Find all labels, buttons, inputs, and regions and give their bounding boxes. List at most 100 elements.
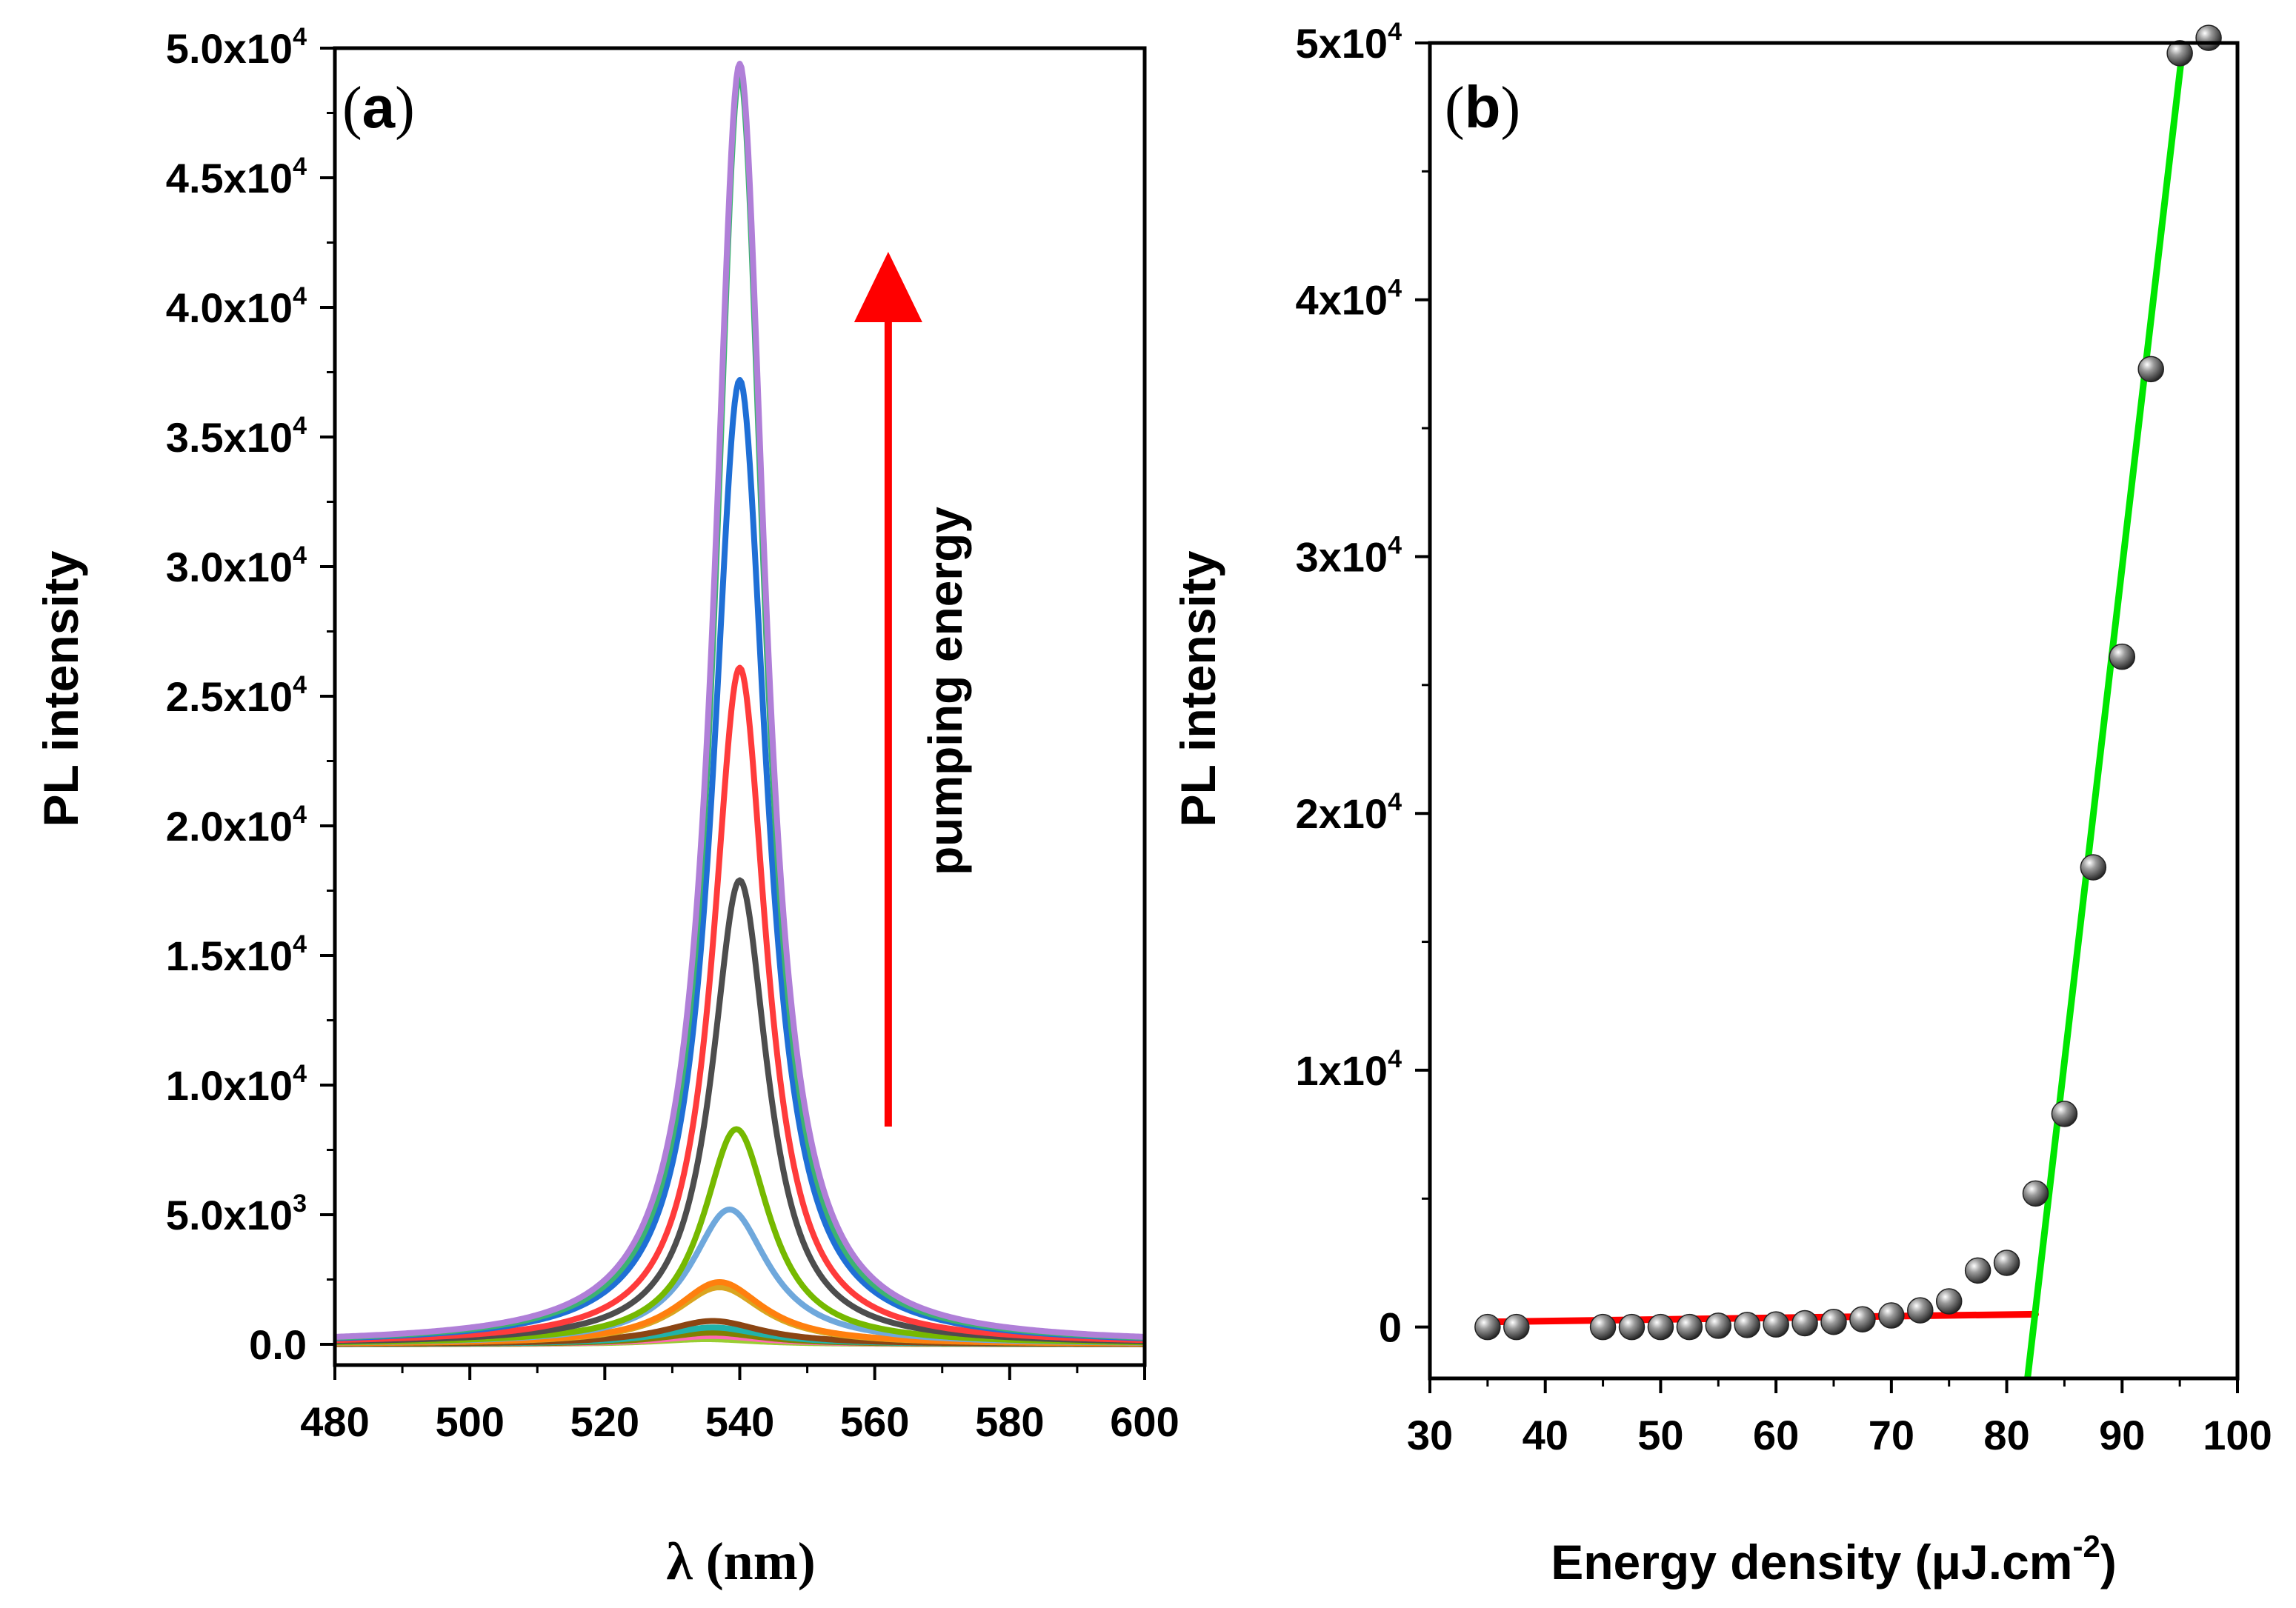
panel-a-y-tick-label: 5.0x104 bbox=[166, 23, 307, 72]
data-point bbox=[1474, 1313, 1501, 1341]
panel-a-y-tick-label: 3.5x104 bbox=[166, 412, 307, 461]
panel-a-x-ticks: 480 500 520 540 560 580 600 bbox=[300, 1365, 1179, 1445]
panel-a-y-tick-label-exponent: 4 bbox=[293, 801, 307, 829]
panel-b-x-ticks: 30 40 50 60 70 80 90 100 bbox=[1407, 1378, 2272, 1458]
panel-a-y-tick-label: 1.0x104 bbox=[166, 1060, 307, 1109]
panel-a-y-tick-label: 5.0x103 bbox=[166, 1190, 307, 1238]
panel-a-label: (a) bbox=[342, 74, 415, 141]
panel-b-y-tick-label-exponent: 4 bbox=[1388, 275, 1402, 303]
panel-a-y-tick-label: 4.5x104 bbox=[166, 153, 307, 201]
panel-b-x-tick-label: 40 bbox=[1523, 1412, 1568, 1458]
panel-b-y-tick-label: 4x104 bbox=[1296, 275, 1402, 324]
data-point bbox=[2022, 1180, 2049, 1207]
panel-b-x-tick-label: 50 bbox=[1637, 1412, 1683, 1458]
data-point bbox=[1734, 1312, 1760, 1338]
panel-b-x-axis-title-main: Energy density (μJ.cm bbox=[1551, 1535, 2072, 1589]
panel-b-y-tick-label: 5x104 bbox=[1296, 18, 1402, 67]
panel-b-y-tick-label-mantissa: 5x10 bbox=[1296, 20, 1388, 67]
panel-b-label: (b) bbox=[1445, 74, 1520, 141]
panel-a-x-tick-label: 480 bbox=[300, 1398, 369, 1445]
panel-a-plot-frame bbox=[333, 46, 1147, 1367]
panel-b-x-tick-label: 70 bbox=[1869, 1412, 1914, 1458]
panel-a-y-tick-label-exponent: 3 bbox=[293, 1190, 307, 1218]
panel-b-y-tick-label: 0 bbox=[1379, 1304, 1402, 1351]
panel-b-x-axis-title-close: ) bbox=[2100, 1535, 2117, 1589]
panel-a-y-tick-label-exponent: 4 bbox=[293, 930, 307, 958]
data-point bbox=[1705, 1312, 1732, 1339]
data-point bbox=[2109, 643, 2136, 670]
panel-a-y-tick-label-mantissa: 5.0x10 bbox=[166, 1192, 293, 1238]
panel-b-y-tick-label-exponent: 4 bbox=[1388, 531, 1402, 559]
panel-b-points-group bbox=[1474, 24, 2222, 1341]
data-point bbox=[1964, 1257, 1991, 1284]
panel-a-y-tick-label: 2.5x104 bbox=[166, 671, 307, 720]
panel-a-y-tick-label-mantissa: 1.5x10 bbox=[166, 933, 293, 979]
data-point bbox=[1878, 1302, 1905, 1329]
panel-a-y-tick-label-mantissa: 1.0x10 bbox=[166, 1062, 293, 1109]
panel-b-y-tick-label: 3x104 bbox=[1296, 531, 1402, 580]
panel-a-series-group bbox=[335, 61, 1145, 1347]
data-point bbox=[1993, 1250, 2020, 1276]
spectrum-line-s10 bbox=[335, 877, 1145, 1344]
panel-a-x-axis-title: λ (nm) bbox=[666, 1532, 815, 1591]
panel-a-y-tick-label-mantissa: 3.5x10 bbox=[166, 414, 293, 461]
panel-a-x-tick-label: 500 bbox=[435, 1398, 504, 1445]
pumping-energy-arrow-head bbox=[853, 252, 922, 322]
panel-b-x-tick-label: 80 bbox=[1983, 1412, 2029, 1458]
pumping-energy-label: pumping energy bbox=[919, 507, 972, 875]
panel-b-x-tick-label: 30 bbox=[1407, 1412, 1453, 1458]
panel-a-x-tick-label: 560 bbox=[840, 1398, 909, 1445]
panel-a-x-tick-label: 540 bbox=[705, 1398, 774, 1445]
panel-b-x-axis-title-sup: -2 bbox=[2072, 1529, 2100, 1564]
data-point bbox=[1763, 1311, 1789, 1338]
spectrum-line-s11 bbox=[335, 664, 1145, 1344]
panel-a-y-tick-label: 0.0 bbox=[249, 1321, 307, 1368]
data-point bbox=[2051, 1101, 2078, 1127]
panel-a-y-tick-label-mantissa: 5.0x10 bbox=[166, 25, 293, 72]
panel-a-y-axis-title: PL intensity bbox=[33, 550, 88, 827]
panel-b-x-axis-title: Energy density (μJ.cm-2) bbox=[1551, 1529, 2117, 1589]
panel-b-y-tick-label-exponent: 4 bbox=[1388, 788, 1402, 816]
panel-b-y-tick-label-exponent: 4 bbox=[1388, 18, 1402, 46]
panel-b-plot-frame bbox=[1428, 41, 2240, 1381]
panel-a-y-tick-label-mantissa: 2.0x10 bbox=[166, 803, 293, 850]
panel-a-y-tick-label-exponent: 4 bbox=[293, 1060, 307, 1088]
spectrum-line-s14 bbox=[335, 61, 1145, 1340]
panel-b-x-tick-label: 90 bbox=[2099, 1412, 2145, 1458]
spectrum-line-s12 bbox=[335, 377, 1145, 1341]
panel-a-y-tick-label-mantissa: 4.0x10 bbox=[166, 284, 293, 331]
data-point bbox=[1935, 1288, 1963, 1315]
panel-b-y-tick-label-mantissa: 4x10 bbox=[1296, 277, 1388, 324]
fit-line-above-threshold bbox=[2024, 43, 2187, 1378]
fit-line-below-threshold bbox=[1484, 1310, 2039, 1326]
panel-b-y-tick-label-mantissa: 1x10 bbox=[1296, 1047, 1388, 1094]
data-point bbox=[2166, 40, 2193, 67]
data-point bbox=[1849, 1306, 1876, 1333]
panel-a-y-tick-label-exponent: 4 bbox=[293, 412, 307, 440]
panel-b-x-tick-label: 100 bbox=[2203, 1412, 2272, 1458]
panel-b-y-tick-label-exponent: 4 bbox=[1388, 1045, 1402, 1073]
panel-a-y-tick-label-exponent: 4 bbox=[293, 671, 307, 699]
spectrum-line-s9 bbox=[335, 1126, 1145, 1346]
data-point bbox=[2195, 24, 2222, 51]
data-point bbox=[1503, 1313, 1530, 1341]
panel-a-y-tick-label-exponent: 4 bbox=[293, 541, 307, 570]
panel-a-y-tick-label: 4.0x104 bbox=[166, 282, 307, 331]
panel-a-y-tick-label: 1.5x104 bbox=[166, 930, 307, 979]
panel-a-y-tick-label-mantissa: 3.0x10 bbox=[166, 544, 293, 590]
data-point bbox=[1618, 1313, 1646, 1341]
panel-b-x-tick-label: 60 bbox=[1753, 1412, 1799, 1458]
data-point bbox=[1907, 1297, 1934, 1324]
data-point bbox=[1589, 1313, 1617, 1341]
panel-a-x-tick-label: 600 bbox=[1110, 1398, 1179, 1445]
data-point bbox=[1647, 1313, 1674, 1341]
panel-b-y-tick-label-mantissa: 3x10 bbox=[1296, 533, 1388, 580]
panel-a-y-tick-label-mantissa: 2.5x10 bbox=[166, 673, 293, 720]
data-point bbox=[1676, 1313, 1703, 1341]
panel-a-y-tick-label-exponent: 4 bbox=[293, 282, 307, 310]
panel-b-y-tick-label: 1x104 bbox=[1296, 1045, 1402, 1094]
panel-a-x-tick-label: 520 bbox=[570, 1398, 639, 1445]
